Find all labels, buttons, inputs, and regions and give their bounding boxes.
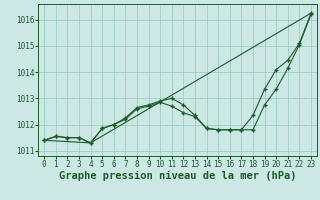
X-axis label: Graphe pression niveau de la mer (hPa): Graphe pression niveau de la mer (hPa) [59, 171, 296, 181]
